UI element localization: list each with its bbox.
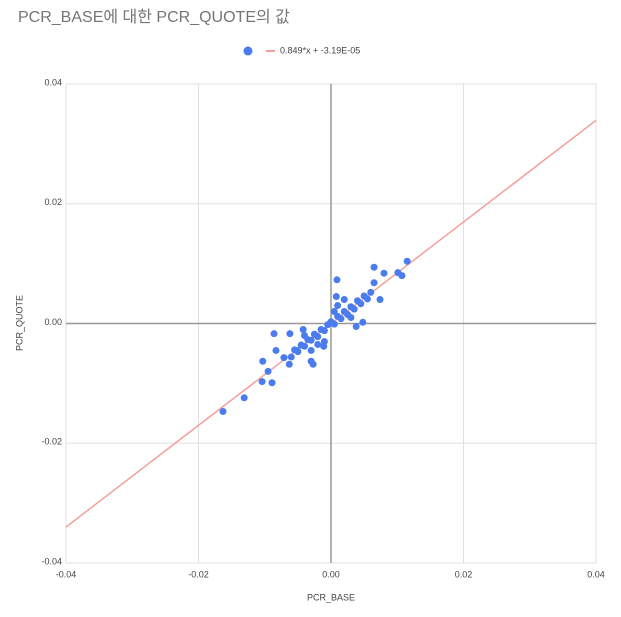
scatter-point — [294, 348, 302, 356]
scatter-point — [314, 333, 322, 341]
y-tick-label: -0.02 — [41, 437, 62, 447]
scatter-point — [352, 322, 360, 330]
scatter-point — [337, 315, 345, 323]
scatter-point — [320, 327, 328, 335]
scatter-point — [301, 342, 308, 350]
scatter-point — [259, 357, 267, 365]
scatter-point — [301, 331, 308, 339]
chart-title: PCR_BASE에 대한 PCR_QUOTE의 값 — [18, 8, 290, 26]
scatter-point — [299, 325, 307, 333]
scatter-point — [370, 263, 378, 271]
x-tick-label: -0.04 — [56, 569, 77, 579]
scatter-point — [359, 318, 367, 326]
scatter-point — [357, 300, 365, 308]
scatter-point — [307, 357, 315, 365]
scatter-point — [258, 378, 266, 386]
scatter-point — [334, 302, 342, 310]
y-tick-label: 0.00 — [44, 317, 62, 327]
scatter-point — [287, 353, 295, 361]
y-tick-label: 0.04 — [44, 77, 62, 87]
scatter-point — [280, 354, 288, 362]
scatter-point — [307, 336, 315, 344]
y-axis-title: PCR_QUOTE — [14, 295, 24, 351]
scatter-point — [380, 269, 388, 277]
x-tick-label: 0.02 — [455, 569, 473, 579]
scatter-point — [370, 279, 378, 287]
scatter-point — [333, 276, 341, 284]
scatter-point — [270, 330, 278, 338]
scatter-point — [307, 346, 315, 354]
scatter-point — [330, 320, 338, 328]
scatter-point — [219, 408, 227, 416]
legend-label: 0.849*x + -3.19E-05 — [280, 45, 360, 55]
scatter-point — [272, 346, 280, 354]
scatter-point — [264, 367, 272, 375]
x-tick-label: 0.00 — [322, 569, 340, 579]
scatter-point — [403, 257, 411, 265]
scatter-point — [268, 379, 276, 387]
legend-marker — [243, 46, 253, 56]
scatter-point — [320, 337, 328, 345]
scatter-point — [376, 296, 384, 304]
x-tick-label: 0.04 — [587, 569, 605, 579]
scatter-point — [286, 330, 294, 338]
scatter-point — [330, 308, 338, 316]
scatter-point — [347, 314, 355, 322]
scatter-point — [363, 295, 371, 303]
y-tick-label: -0.04 — [41, 556, 62, 566]
scatter-point — [314, 340, 322, 348]
scatter-point — [367, 288, 375, 296]
x-axis-title: PCR_BASE — [307, 592, 355, 602]
y-tick-label: 0.02 — [44, 197, 62, 207]
scatter-point — [285, 360, 293, 368]
scatter-point — [398, 272, 406, 280]
x-tick-label: -0.02 — [188, 569, 209, 579]
scatter-point — [350, 305, 358, 313]
scatter-point — [332, 293, 340, 301]
scatter-point — [240, 394, 248, 402]
scatter-point — [340, 296, 348, 304]
